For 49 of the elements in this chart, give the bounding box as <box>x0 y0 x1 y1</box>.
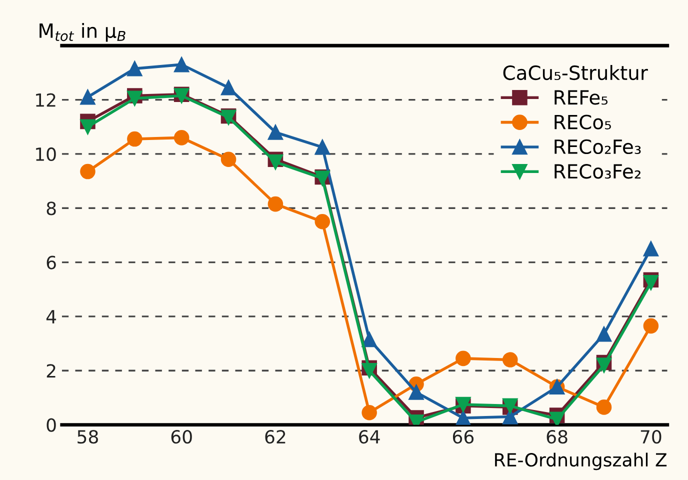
point <box>596 326 612 342</box>
point <box>643 318 659 334</box>
point <box>220 80 236 96</box>
point <box>456 410 471 425</box>
y-tick-label: 4 <box>46 310 56 324</box>
legend-label: RECo₅ <box>554 114 611 130</box>
legend-title: CaCu₅-Struktur <box>503 65 648 80</box>
y-tick-label: 12 <box>36 93 56 107</box>
point <box>220 152 236 167</box>
y-tick-label: 0 <box>46 418 56 432</box>
point <box>314 140 330 155</box>
legend-label: RECo₃Fe₂ <box>554 164 640 179</box>
point <box>502 409 518 424</box>
y-axis-title: M$_{tot}$ in μ$_{B}$ <box>40 22 126 42</box>
point <box>268 124 284 140</box>
x-tick-label: 66 <box>452 430 474 444</box>
point <box>549 412 565 425</box>
point <box>643 241 659 256</box>
point <box>80 119 96 134</box>
point <box>314 214 330 230</box>
point <box>127 60 142 76</box>
point <box>268 154 284 170</box>
point <box>174 130 190 146</box>
point <box>80 89 96 105</box>
point <box>362 332 377 348</box>
y-tick-label: 6 <box>46 256 56 270</box>
legend-label: REFe₅ <box>554 90 608 105</box>
legend-label: RECo₂Fe₃ <box>554 139 641 154</box>
point <box>174 56 190 72</box>
x-tick-label: 64 <box>359 430 380 444</box>
point <box>456 350 471 366</box>
y-tick-label: 2 <box>46 364 56 378</box>
point <box>502 352 518 368</box>
y-tick-label: 10 <box>36 147 56 162</box>
point <box>596 400 612 415</box>
point <box>127 90 142 106</box>
y-tick-label: 8 <box>46 202 56 216</box>
point <box>408 384 424 400</box>
point <box>268 196 284 212</box>
x-tick-label: 62 <box>265 430 286 444</box>
x-tick-label: 68 <box>546 430 568 444</box>
x-tick-label: 58 <box>78 430 98 444</box>
x-tick-label: 60 <box>171 430 192 444</box>
point <box>596 358 612 373</box>
x-tick-label: 70 <box>640 430 662 444</box>
point <box>362 404 377 420</box>
point <box>127 131 142 147</box>
x-axis-title: RE-Ordnungszahl Z <box>495 452 667 470</box>
point <box>80 164 96 180</box>
